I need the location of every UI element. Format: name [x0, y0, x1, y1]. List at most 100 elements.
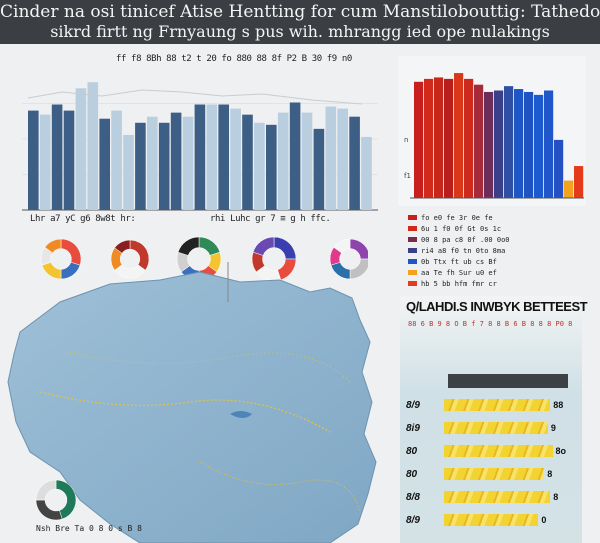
header-banner: Cinder na osi tinicef Atise Hentting for… [0, 0, 600, 44]
legend-label: 0b Ttx ft ub cs Bf [421, 257, 497, 266]
main-chart-bar [87, 82, 99, 210]
ranking-value: 8o [555, 446, 567, 456]
side-chart-bar [544, 90, 554, 198]
ranking-label: 8i9 [406, 422, 420, 434]
side-chart-tick-label: n [404, 136, 408, 144]
main-chart-bar [313, 128, 325, 210]
side-chart-bar [434, 77, 444, 198]
main-chart-bar [28, 110, 39, 210]
main-chart-bar [63, 110, 75, 210]
legend-swatch [408, 215, 417, 220]
header-title: Cinder na osi tinicef Atise Hentting for… [0, 2, 600, 22]
main-chart-bar [75, 88, 87, 210]
donut-slice [273, 236, 297, 260]
map-landmass [7, 271, 377, 543]
donut-slice [44, 238, 62, 254]
side-chart-bar [534, 94, 544, 198]
main-chart-xlabel-right: rhi Luhc gr 7 ≡ g h ffc. [210, 214, 331, 224]
side-chart-bar [524, 91, 534, 198]
ranking-bar [444, 491, 551, 503]
ranking-label: 8/9 [406, 514, 420, 526]
side-legend-item: 00 8 pa c8 0f .00 0o0 [406, 234, 576, 245]
ranking-title: Q/LAHDI.S INWBYK BETTEEST [406, 299, 588, 314]
donut-slice [35, 479, 57, 501]
map-lake [230, 411, 252, 418]
main-chart-bar [230, 108, 241, 210]
legend-label: ri4 a8 f0 tn 0to 8ma [421, 246, 506, 255]
side-chart-bar [444, 78, 454, 198]
side-chart-bar [564, 180, 574, 198]
legend-swatch [408, 226, 417, 231]
ranking-value: 88 [553, 400, 564, 410]
main-chart-bar [325, 106, 337, 210]
main-chart-trend-line [27, 89, 363, 105]
ranking-value: 8 [553, 492, 559, 502]
main-chart-bar [158, 122, 170, 210]
side-chart-bar [494, 90, 504, 198]
ranking-row: 8i9 9 [406, 419, 556, 437]
legend-swatch [408, 259, 417, 264]
map-river [39, 391, 331, 433]
side-legend-item: aa Te fh Sur u0 ef [406, 267, 576, 278]
side-chart-bar [574, 166, 584, 198]
region-map [7, 262, 377, 543]
side-chart-bar [424, 78, 434, 198]
ranking-bar [444, 514, 539, 526]
main-chart-bar [135, 122, 146, 210]
ranking-label: 80 [406, 445, 418, 457]
main-chart-bar [289, 102, 301, 210]
side-chart-bar [454, 73, 464, 198]
ranking-bar [444, 445, 553, 457]
ranking-panel: Q/LAHDI.S INWBYK BETTEEST 88 6 B 9 8 O B… [400, 296, 588, 543]
side-legend-item: fo e0 fe 3r 0e fe [406, 212, 576, 223]
map-caption: Nsh Bre Ta 0 8 0 s B 8 [36, 524, 142, 533]
main-chart-bar [361, 136, 372, 210]
side-chart-bar [414, 81, 424, 198]
ranking-row: 80 8o [406, 442, 566, 460]
legend-label: aa Te fh Sur u0 ef [421, 268, 497, 277]
side-chart-bar [474, 84, 484, 198]
side-legend-item: 0b Ttx ft ub cs Bf [406, 256, 576, 267]
main-chart-xlabel-left: Lhr a7 yC g6 8w8t hr: [30, 214, 136, 224]
ranking-row: 8/9 88 [406, 396, 563, 414]
legend-label: 00 8 pa c8 0f .00 0o0 [421, 235, 510, 244]
legend-swatch [408, 281, 417, 286]
main-chart-bar [170, 112, 182, 210]
main-chart-bar [206, 104, 218, 210]
main-chart-top-caption: ff f8 8Bh 88 t2 t 20 fo 880 88 8f P2 B 3… [116, 54, 352, 64]
main-chart-bar [349, 116, 360, 210]
side-chart-tick-label: f1 [404, 172, 411, 180]
donut-slice [114, 239, 131, 254]
main-chart-bar [266, 124, 277, 210]
donut-row [40, 236, 368, 282]
side-chart-bar [504, 86, 514, 198]
main-chart-bar [337, 108, 348, 210]
ranking-bar [444, 422, 548, 434]
ranking-label: 80 [406, 468, 418, 480]
ranking-value: 9 [550, 423, 556, 433]
side-legend-item: hb 5 bb hfm fmr cr [406, 278, 576, 289]
ranking-subtitle: 88 6 B 9 8 O B f 7 8 8 B 6 B 8 8 8 P0 8 [408, 320, 573, 328]
main-chart-bar [99, 118, 110, 210]
donut-slice [333, 238, 351, 254]
ranking-label: 8/8 [406, 491, 420, 503]
legend-label: fo e0 fe 3r 0e fe [421, 213, 493, 222]
header-subtitle: sikrd firtt ng Frnyaung s pus wih. mhran… [50, 22, 550, 41]
ranking-row: 8/8 8 [406, 488, 558, 506]
main-chart-bar [242, 114, 253, 210]
main-chart-bar [147, 116, 158, 210]
main-chart-bar [218, 104, 229, 210]
donut-slice [252, 236, 275, 256]
main-chart-bar [39, 114, 51, 210]
main-chart-bar [194, 104, 206, 210]
main-chart-bar [182, 116, 194, 210]
main-chart-bar [123, 134, 134, 210]
side-chart-bar [514, 89, 524, 198]
side-chart-bar [554, 139, 564, 198]
donut-slice [35, 499, 63, 521]
ranking-row: 80 8 [406, 465, 552, 483]
legend-label: 6u 1 f0 0f Gt 0s 1c [421, 224, 502, 233]
ranking-bar [444, 399, 551, 411]
side-legend-item: 6u 1 f0 0f Gt 0s 1c [406, 223, 576, 234]
